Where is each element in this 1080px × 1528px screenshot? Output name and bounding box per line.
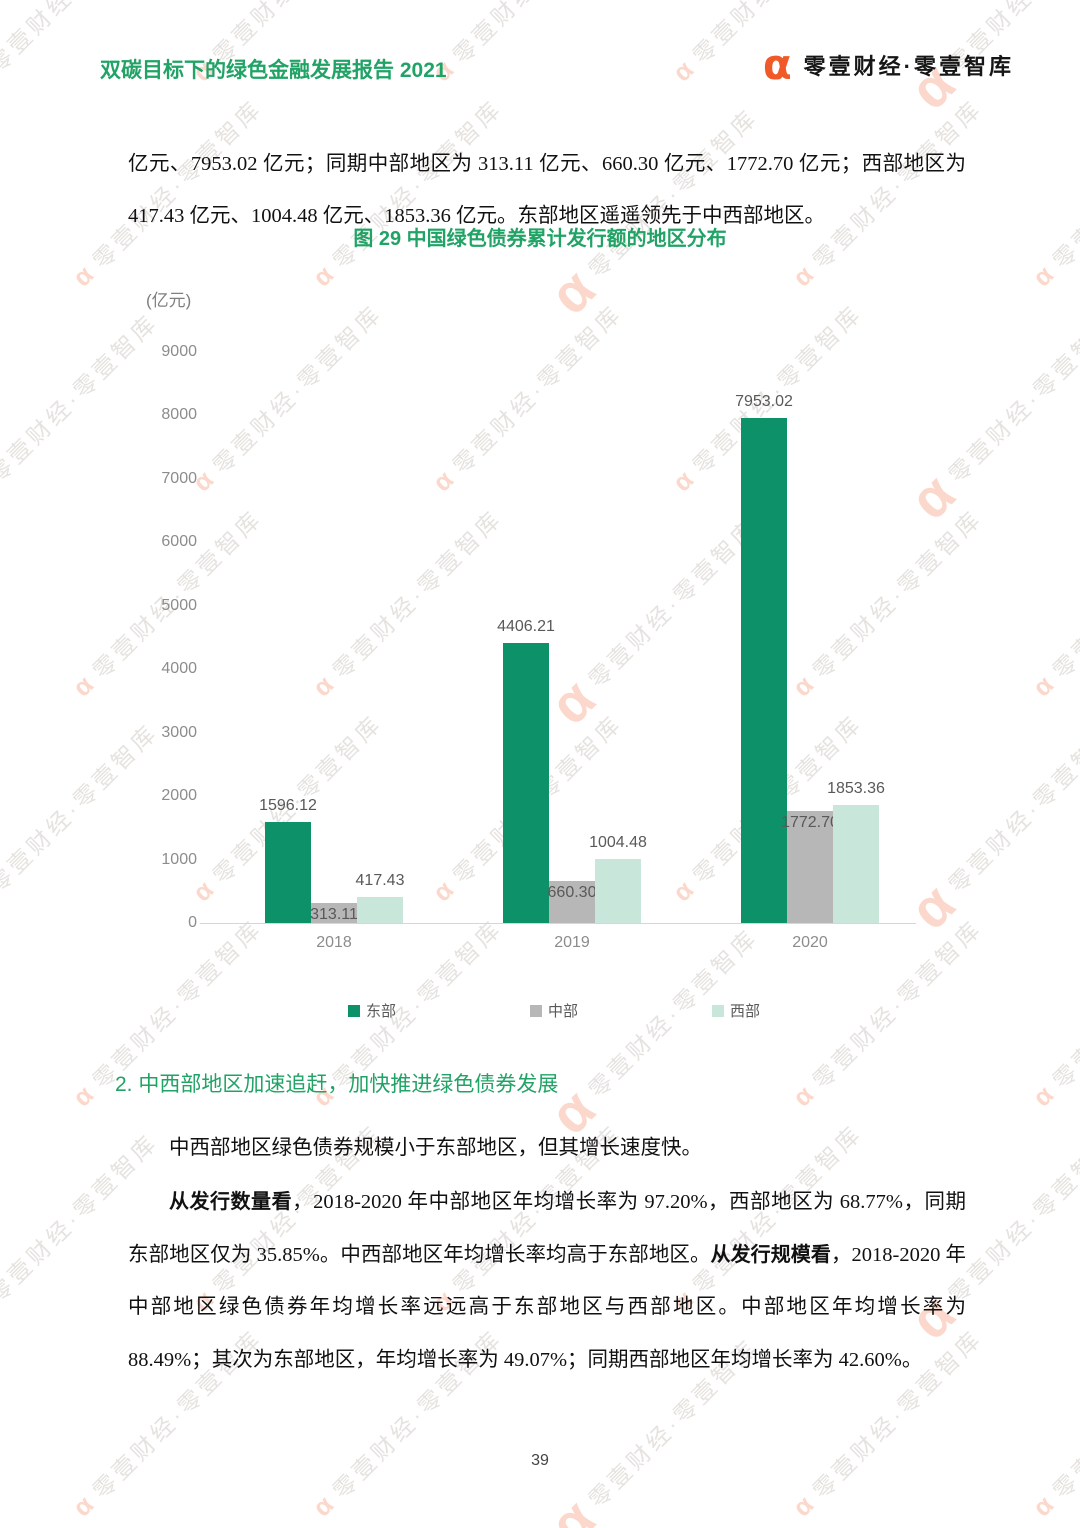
watermark-alpha-icon: α (306, 1489, 339, 1522)
watermark-alpha-icon: α (666, 54, 699, 87)
x-axis-category-label: 2018 (316, 934, 352, 951)
y-axis-tick-label: 2000 (161, 787, 197, 805)
emphasis-text: 从发行数量看 (169, 1191, 293, 1213)
bar-value-label: 1596.12 (259, 797, 317, 814)
page-number: 39 (531, 1452, 549, 1469)
body-paragraph-2: 从发行数量看，2018-2020 年中部地区年均增长率为 97.20%，西部地区… (128, 1176, 966, 1386)
legend-swatch (348, 1004, 360, 1017)
legend-label: 中部 (548, 1003, 579, 1020)
y-axis-tick-label: 6000 (161, 533, 197, 551)
y-axis-tick-label: 9000 (161, 343, 197, 360)
body-paragraph-1: 中西部地区绿色债券规模小于东部地区，但其增长速度快。 (169, 1137, 702, 1159)
emphasis-text: 从发行规模看 (710, 1243, 831, 1266)
bar-东部-2018 (265, 822, 311, 923)
watermark-text: 零壹财经·零壹智库 (1047, 1324, 1080, 1504)
intro-paragraph: 亿元、7953.02 亿元；同期中部地区为 313.11 亿元、660.30 亿… (128, 153, 966, 227)
watermark-tile: α零壹财经·零壹智库 (1025, 1320, 1080, 1523)
watermark-alpha-icon: α (1026, 1489, 1059, 1522)
bar-value-label: 660.30 (547, 884, 597, 901)
bar-东部-2019 (503, 643, 549, 923)
bar-value-label: 1004.48 (589, 834, 647, 851)
y-axis-tick-label: 8000 (161, 406, 197, 424)
report-header-title: 双碳目标下的绿色金融发展报告 2021 (100, 59, 447, 82)
y-axis-tick-label: 7000 (161, 469, 197, 487)
bar-中部-2019 (549, 881, 595, 923)
legend-item-东部: 东部 (348, 1000, 396, 1021)
body-text: ，2018-2020 年中部地区绿色债券年均增长率远远高于东部地区与西部地区。中… (128, 1243, 967, 1371)
watermark-text: 零壹财经·零壹智库 (448, 0, 627, 69)
x-axis-category-label: 2019 (554, 934, 590, 951)
y-axis-tick-label: 5000 (161, 596, 197, 614)
y-axis-tick-label: 1000 (161, 850, 197, 868)
watermark-alpha-icon: α (0, 52, 7, 121)
bar-西部-2020 (833, 805, 879, 923)
legend-label: 西部 (730, 1003, 761, 1020)
y-axis-tick-label: 4000 (161, 660, 197, 678)
section-heading: 2. 中西部地区加速追赶，加快推进绿色债券发展 (115, 1073, 559, 1096)
bar-西部-2018 (357, 897, 403, 923)
x-axis-line (200, 923, 916, 924)
body-text: ，2018-2020 年中部地区年均增长率为 97.20%，西部地区为 68.7… (128, 1191, 966, 1266)
bar-value-label: 7953.02 (735, 393, 793, 410)
bar-value-label: 313.11 (310, 906, 358, 923)
y-axis-unit-label: (亿元) (146, 291, 192, 310)
brand-alpha-icon: α (762, 40, 792, 89)
watermark-tile: α零壹财经·零壹智库 (1025, 90, 1080, 293)
legend-label: 东部 (366, 1003, 397, 1020)
bar-value-label: 417.43 (355, 872, 405, 889)
brand-name: 零壹财经·零壹智库 (803, 54, 1014, 79)
watermark-alpha-icon: α (66, 1489, 99, 1522)
watermark-alpha-icon: α (1026, 1079, 1059, 1112)
y-axis-tick-label: 3000 (161, 723, 197, 741)
figure-title: 图 29 中国绿色债券累计发行额的地区分布 (353, 228, 727, 250)
watermark-alpha-icon: α (786, 1489, 819, 1522)
brand-logo: α 零壹财经·零壹智库 (763, 44, 1014, 86)
bar-中部-2018 (311, 903, 357, 923)
watermark-alpha-icon: α (0, 1282, 7, 1351)
bar-东部-2020 (741, 418, 787, 923)
watermark-alpha-icon: α (66, 1079, 99, 1112)
x-axis-category-label: 2020 (792, 934, 828, 951)
legend-item-西部: 西部 (712, 1000, 760, 1021)
bar-中部-2020 (787, 811, 833, 923)
watermark-alpha-icon: α (786, 1079, 819, 1112)
legend-item-中部: 中部 (530, 1000, 578, 1021)
bar-chart: (亿元) 0 1000 2000 3000 4000 5000 6000 7000 8000 90… (0, 270, 1080, 1050)
y-axis-tick-label: 0 (188, 914, 197, 931)
legend-swatch (712, 1004, 724, 1017)
bar-value-label: 1853.36 (827, 780, 885, 797)
legend-swatch (530, 1004, 542, 1017)
bar-西部-2019 (595, 859, 641, 923)
watermark-alpha-icon: α (537, 1487, 607, 1528)
bar-value-label: 4406.21 (497, 618, 555, 635)
watermark-tile: α零壹财经·零壹智库 (425, 0, 628, 89)
bar-value-label: 1772.70 (781, 814, 839, 831)
